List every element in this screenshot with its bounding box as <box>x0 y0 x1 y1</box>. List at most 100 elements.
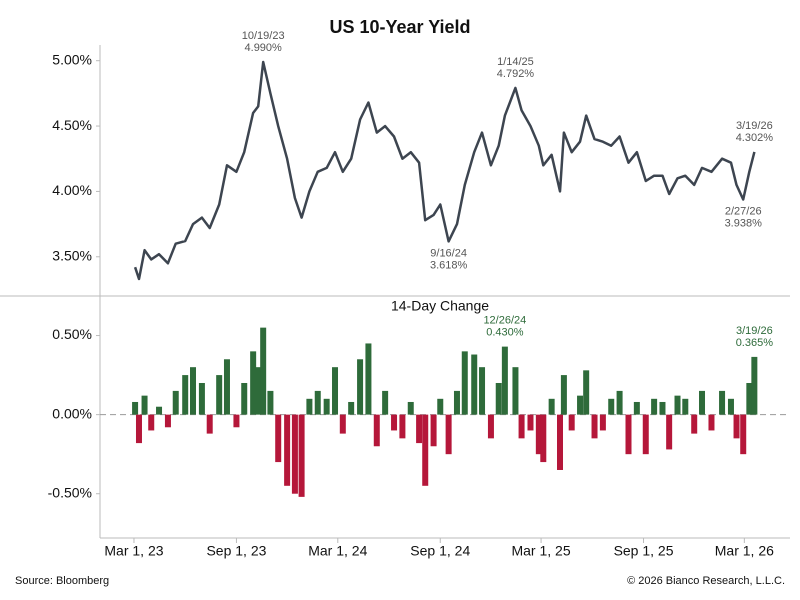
change-bar <box>560 375 567 415</box>
annotation-date: 3/19/26 <box>736 120 773 132</box>
y-tick-label: 4.00% <box>52 182 92 198</box>
change-bar <box>540 414 547 463</box>
annotation-value: 3.938% <box>725 217 763 229</box>
change-bar <box>479 367 486 415</box>
change-bar <box>727 398 734 415</box>
x-tick-label: Mar 1, 26 <box>715 543 774 559</box>
change-bar <box>568 414 575 431</box>
change-bar <box>182 375 189 415</box>
change-bar <box>422 414 429 486</box>
change-bar <box>135 414 142 444</box>
change-bar <box>453 390 460 415</box>
change-bar <box>699 390 706 415</box>
annotation-value: 4.792% <box>497 68 535 80</box>
change-bar <box>156 406 163 415</box>
change-bar <box>548 398 555 415</box>
y-tick-label: 0.00% <box>52 405 92 421</box>
change-bar <box>250 351 257 415</box>
change-bar <box>206 414 213 434</box>
x-tick-label: Sep 1, 25 <box>614 543 674 559</box>
y-tick-label: 5.00% <box>52 51 92 67</box>
change-bar <box>659 401 666 415</box>
change-bar <box>608 398 615 415</box>
annotation-value: 4.302% <box>736 132 774 144</box>
change-bar <box>141 395 148 415</box>
change-bar <box>314 390 321 415</box>
x-tick-label: Mar 1, 23 <box>104 543 163 559</box>
change-bar <box>298 414 305 497</box>
y-tick-label: 0.50% <box>52 326 92 342</box>
change-bar <box>746 382 753 415</box>
y-tick-label: 4.50% <box>52 117 92 133</box>
change-bar <box>733 414 740 439</box>
change-bar <box>223 359 230 415</box>
change-bar <box>275 414 282 463</box>
change-bar <box>691 414 698 434</box>
change-bar <box>306 398 313 415</box>
change-bar <box>260 327 267 415</box>
change-bar <box>357 359 364 415</box>
change-bar <box>577 395 584 415</box>
change-bar <box>148 414 155 431</box>
annotation-value: 0.430% <box>486 327 524 339</box>
change-bar <box>445 414 452 455</box>
change-bar <box>740 414 747 455</box>
chart-title: US 10-Year Yield <box>329 17 470 37</box>
change-bar <box>583 370 590 415</box>
change-bar <box>557 414 563 470</box>
change-bar <box>461 351 468 415</box>
change-bar <box>512 367 519 415</box>
change-bar <box>642 414 649 455</box>
x-tick-label: Sep 1, 23 <box>206 543 266 559</box>
change-bar <box>373 414 380 447</box>
change-bar <box>407 401 414 415</box>
change-bar <box>382 390 389 415</box>
change-bar <box>682 398 689 415</box>
change-bar <box>241 382 248 415</box>
change-bar <box>365 343 372 415</box>
credit: © 2026 Bianco Research, L.L.C. <box>627 575 785 587</box>
change-bar <box>164 414 171 428</box>
change-bar <box>471 354 478 415</box>
change-bar <box>339 414 346 434</box>
annotation-date: 12/26/24 <box>483 315 526 327</box>
change-bar <box>666 414 673 450</box>
change-bar <box>416 414 423 444</box>
annotation-date: 10/19/23 <box>242 30 285 42</box>
change-bar <box>348 401 355 415</box>
y-tick-label: -0.50% <box>48 484 92 500</box>
x-tick-label: Mar 1, 25 <box>511 543 570 559</box>
change-bar <box>719 390 726 415</box>
change-bar <box>487 414 494 439</box>
change-bar <box>708 414 715 431</box>
change-bar <box>495 382 502 415</box>
change-bar <box>255 367 262 415</box>
change-bar <box>172 390 179 415</box>
change-bar <box>332 367 339 415</box>
change-bar <box>216 375 223 415</box>
change-bar <box>501 346 508 415</box>
change-bar <box>198 382 205 415</box>
change-bar <box>430 414 437 447</box>
annotation-date: 2/27/26 <box>725 205 762 217</box>
change-bar <box>651 398 658 415</box>
x-tick-label: Sep 1, 24 <box>410 543 470 559</box>
change-bar <box>190 367 197 415</box>
annotation-value: 4.990% <box>245 42 283 54</box>
panel-subtitle: 14-Day Change <box>391 298 489 314</box>
change-bar <box>535 414 542 455</box>
source: Source: Bloomberg <box>15 575 109 587</box>
yield-line <box>133 60 756 281</box>
annotation-date: 9/16/24 <box>430 247 467 259</box>
y-tick-label: 3.50% <box>52 247 92 263</box>
annotation-value: 3.618% <box>430 259 468 271</box>
change-bar <box>233 414 240 428</box>
change-bar <box>674 395 681 415</box>
change-bar <box>399 414 406 439</box>
change-bar <box>527 414 534 431</box>
change-bar <box>599 414 606 431</box>
change-bar <box>132 401 139 415</box>
change-bar <box>267 390 274 415</box>
change-bar <box>751 356 758 415</box>
